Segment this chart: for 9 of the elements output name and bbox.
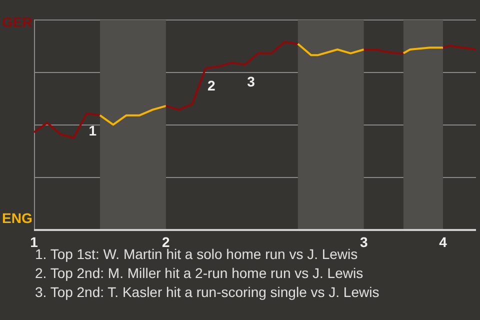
text: GER	[2, 14, 32, 30]
annotation: 3	[247, 74, 256, 90]
x-tick-label: 4	[439, 234, 448, 250]
text: 3. Top 2nd: T. Kasler hit a run-scoring single vs J. Lewis	[35, 283, 380, 302]
annotation: 1	[88, 122, 97, 138]
text: 2. Top 2nd: M. Miller hit a 2-run home run vs J. Lewis	[35, 264, 364, 283]
text: ENG	[2, 210, 32, 226]
x-tick-label: 3	[360, 234, 368, 250]
annotation: 2	[208, 77, 216, 94]
